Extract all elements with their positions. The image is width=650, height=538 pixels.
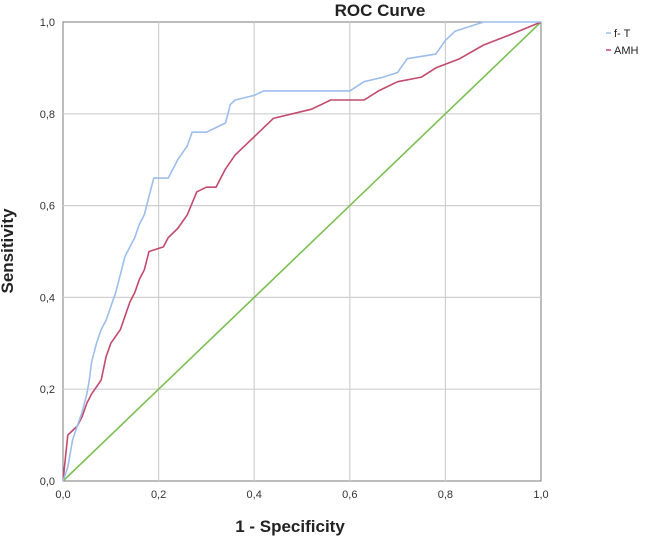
series-line-f-t (62, 21, 541, 482)
chart-title: ROC Curve (335, 1, 426, 20)
legend-label: f- T (614, 28, 631, 40)
x-tick-label: 0,6 (342, 489, 357, 501)
gridlines (63, 22, 541, 481)
x-tick-label: 0,2 (151, 489, 166, 501)
y-tick-label: 0,4 (40, 292, 55, 304)
y-tick-label: 0,0 (40, 476, 55, 488)
x-tick-label: 0,8 (438, 489, 453, 501)
series-lines (62, 21, 542, 482)
x-tick-label: 0,0 (55, 489, 70, 501)
x-tick-label: 1,0 (533, 489, 548, 501)
y-tick-label: 0,2 (40, 384, 55, 396)
series-line-amh (62, 21, 542, 482)
y-tick-label: 0,8 (40, 109, 55, 121)
legend-label: AMH (614, 45, 639, 57)
plot-area (62, 21, 542, 482)
axis-ticks: 0,0 0,2 0,4 0,6 0,8 1,0 0,0 0,2 0,4 0,6 0,8 1,0 (40, 17, 549, 501)
y-tick-label: 0,6 (40, 201, 55, 213)
y-axis-label: Sensitivity (0, 208, 17, 294)
x-axis-label: 1 - Specificity (235, 517, 345, 536)
y-tick-label: 1,0 (40, 17, 55, 29)
x-tick-label: 0,4 (247, 489, 262, 501)
reference-line (62, 21, 542, 482)
legend: f- T AMH (606, 28, 639, 57)
